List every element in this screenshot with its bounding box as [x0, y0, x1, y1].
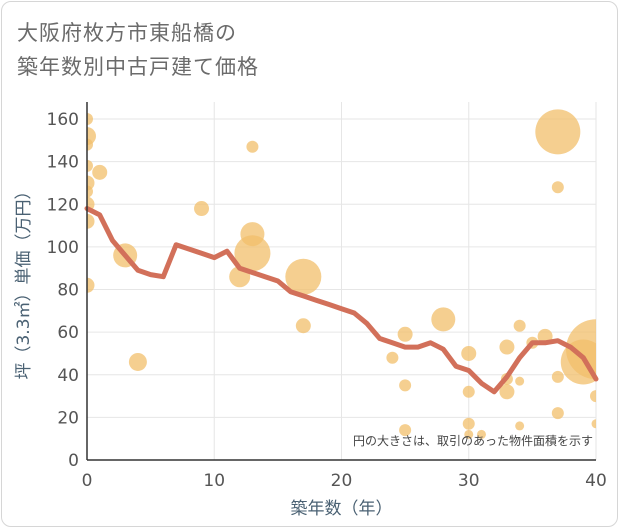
- data-bubble: [87, 159, 93, 172]
- axes: [86, 102, 596, 461]
- data-bubble: [551, 407, 564, 420]
- y-tick-label: 80: [57, 281, 79, 301]
- bubbles: [87, 109, 596, 439]
- data-bubble: [551, 181, 564, 194]
- data-bubble: [461, 345, 477, 361]
- y-tick-label: 20: [57, 408, 79, 428]
- y-tick-label: 40: [57, 366, 79, 386]
- x-tick-label: 30: [458, 471, 480, 491]
- data-bubble: [499, 384, 515, 400]
- data-bubble: [128, 352, 147, 371]
- y-tick-label: 120: [47, 195, 79, 215]
- data-bubble: [464, 429, 474, 439]
- data-bubble: [194, 201, 210, 217]
- data-bubble: [499, 339, 515, 355]
- data-bubble: [590, 390, 596, 403]
- tick-labels: 0 20 40 60 80 100 120 140 160 0 10 20 30 40: [47, 110, 607, 491]
- x-tick-label: 20: [331, 471, 353, 491]
- data-bubble: [87, 138, 93, 151]
- data-bubble: [87, 113, 93, 126]
- chart-title-line-1: 大阪府枚方市東船橋の: [17, 21, 237, 45]
- data-bubble: [246, 140, 259, 153]
- data-bubble: [285, 258, 322, 295]
- data-bubble: [462, 417, 475, 430]
- y-tick-label: 100: [47, 238, 79, 258]
- data-bubble: [92, 164, 108, 180]
- data-bubble: [87, 213, 95, 229]
- data-bubble: [397, 326, 413, 342]
- data-bubble: [399, 379, 412, 392]
- average-price-line: [84, 206, 599, 395]
- data-bubble: [431, 307, 456, 332]
- data-bubble: [234, 235, 271, 272]
- x-tick-label: 40: [585, 471, 607, 491]
- data-bubble: [535, 109, 581, 155]
- y-tick-label: 160: [47, 110, 79, 130]
- data-bubble: [515, 376, 525, 386]
- y-tick-label: 60: [57, 323, 79, 343]
- x-tick-label: 0: [82, 471, 93, 491]
- chart-title: 大阪府枚方市東船橋の 築年数別中古戸建て価格: [17, 16, 259, 84]
- data-bubble: [515, 421, 525, 431]
- data-bubble: [591, 419, 596, 429]
- y-tick-label: 0: [68, 451, 79, 471]
- x-axis-label: 築年数（年）: [291, 499, 393, 519]
- data-bubble: [295, 318, 311, 334]
- data-bubble: [386, 351, 399, 364]
- data-bubble: [87, 277, 95, 293]
- data-bubble: [87, 185, 93, 198]
- data-bubble: [476, 429, 486, 439]
- data-bubble: [399, 424, 412, 437]
- y-tick-label: 140: [47, 153, 79, 173]
- data-bubble: [462, 385, 475, 398]
- grid-lines: [87, 102, 597, 460]
- data-bubble: [551, 370, 564, 383]
- data-bubble: [513, 319, 526, 332]
- x-tick-label: 10: [203, 471, 225, 491]
- chart-title-line-2: 築年数別中古戸建て価格: [17, 55, 259, 79]
- bubble-size-note: 円の大きさは、取引のあった物件面積を示す: [353, 433, 593, 448]
- y-axis-label: 坪（3.3㎡）単価（万円）: [14, 182, 34, 379]
